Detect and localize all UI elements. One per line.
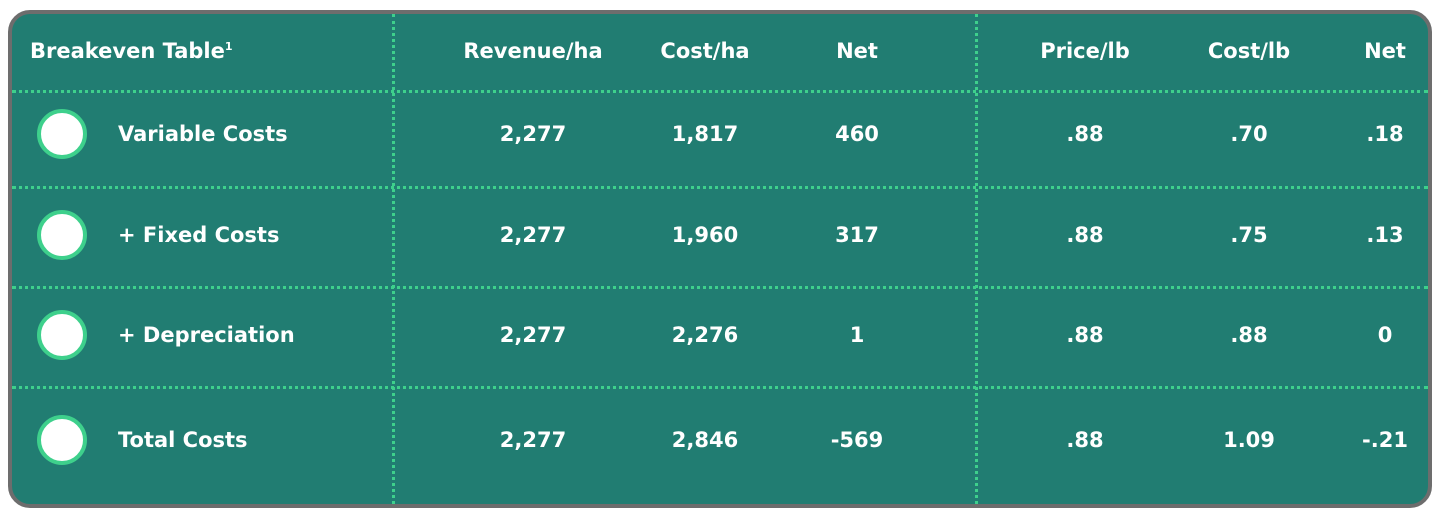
column-header: Cost/lb bbox=[1207, 39, 1291, 63]
table-cell: 2,277 bbox=[499, 428, 567, 452]
table-cell: .18 bbox=[1366, 122, 1404, 146]
table-cell: .70 bbox=[1230, 122, 1268, 146]
column-header: Price/lb bbox=[1040, 39, 1130, 63]
table-cell: .88 bbox=[1066, 323, 1104, 347]
table-cell: 1,817 bbox=[671, 122, 739, 146]
table-cell: .75 bbox=[1230, 223, 1268, 247]
row-divider bbox=[12, 90, 1428, 93]
table-title: Breakeven Table1 bbox=[30, 39, 233, 63]
row-icon bbox=[37, 109, 87, 159]
column-header: Net bbox=[1364, 39, 1406, 63]
page: {"table": { "title": "Breakeven Table", … bbox=[8, 10, 1432, 508]
table-cell: .88 bbox=[1066, 428, 1104, 452]
row-icon bbox=[37, 210, 87, 260]
row-divider bbox=[12, 286, 1428, 289]
table-cell: .88 bbox=[1066, 223, 1104, 247]
column-divider bbox=[392, 14, 395, 504]
table-cell: 1,960 bbox=[671, 223, 739, 247]
breakeven-table: Breakeven Table1 Revenue/ha Cost/ha Net Pri… bbox=[8, 10, 1432, 508]
table-cell: 2,846 bbox=[671, 428, 739, 452]
column-header: Cost/ha bbox=[660, 39, 750, 63]
table-cell: 2,277 bbox=[499, 122, 567, 146]
row-icon bbox=[37, 415, 87, 465]
row-label: Variable Costs bbox=[118, 122, 288, 146]
table-cell: 317 bbox=[835, 223, 879, 247]
row-icon bbox=[37, 310, 87, 360]
table-cell: .88 bbox=[1066, 122, 1104, 146]
column-header: Net bbox=[836, 39, 878, 63]
table-cell: 0 bbox=[1377, 323, 1393, 347]
table-cell: 2,276 bbox=[671, 323, 739, 347]
column-divider bbox=[975, 14, 978, 504]
row-label: + Depreciation bbox=[118, 323, 295, 347]
table-cell: 2,277 bbox=[499, 223, 567, 247]
row-label: Total Costs bbox=[118, 428, 248, 452]
table-cell: .13 bbox=[1366, 223, 1404, 247]
footnote-mark: 1 bbox=[224, 40, 233, 53]
table-cell: -.21 bbox=[1362, 428, 1408, 452]
row-label: + Fixed Costs bbox=[118, 223, 280, 247]
table-cell: 1.09 bbox=[1223, 428, 1275, 452]
table-cell: 460 bbox=[835, 122, 879, 146]
row-divider bbox=[12, 186, 1428, 189]
row-divider bbox=[12, 386, 1428, 389]
title-text: Breakeven Table bbox=[30, 39, 225, 63]
table-cell: .88 bbox=[1230, 323, 1268, 347]
table-cell: 1 bbox=[849, 323, 865, 347]
table-cell: 2,277 bbox=[499, 323, 567, 347]
column-header: Revenue/ha bbox=[463, 39, 603, 63]
table-cell: -569 bbox=[830, 428, 884, 452]
